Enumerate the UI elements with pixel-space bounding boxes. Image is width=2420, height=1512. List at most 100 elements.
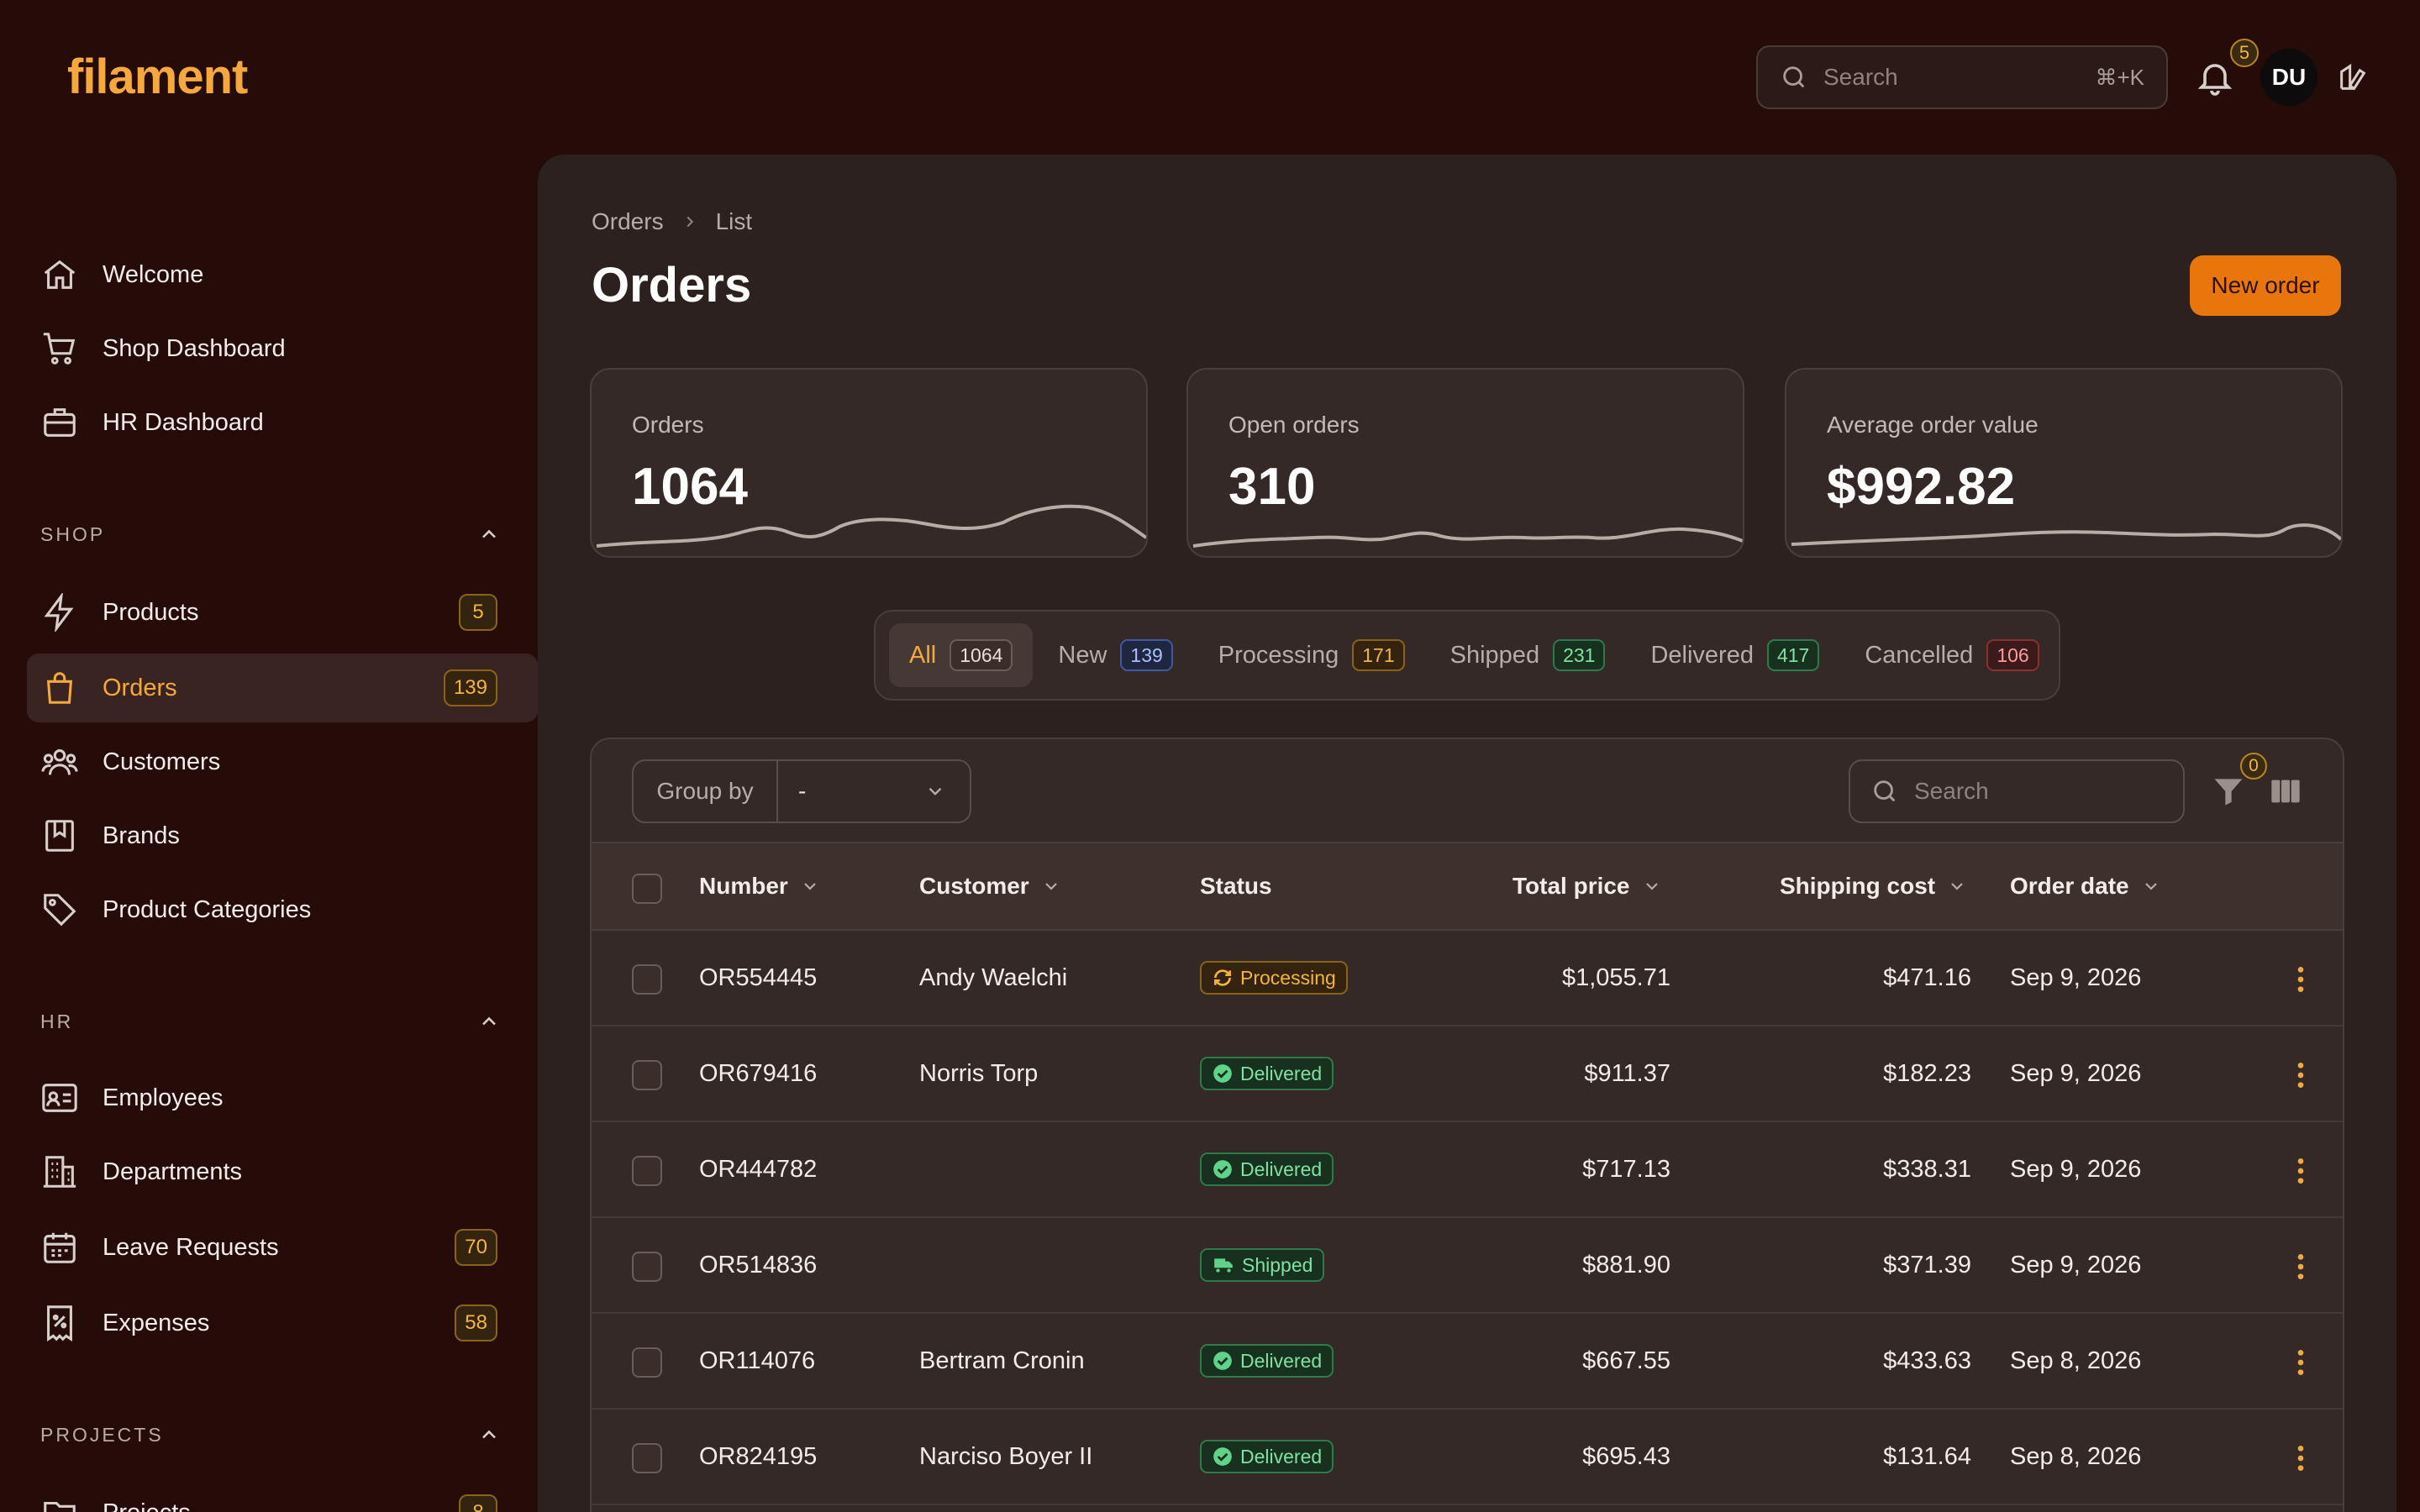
table-row[interactable]: OR824195 Narciso Boyer II Delivered $695… [592,1410,2343,1505]
more-vertical-icon[interactable] [2284,1441,2317,1475]
table-search-input[interactable]: Search [1849,759,2185,823]
more-vertical-icon[interactable] [2284,1346,2317,1379]
order-total-price: $717.13 [1582,1155,1670,1183]
sidebar-item-leave-requests[interactable]: Leave Requests 70 [27,1213,538,1282]
breadcrumb-orders[interactable]: Orders [592,208,664,234]
breadcrumb: Orders List [592,208,752,235]
sidebar-item-product-categories[interactable]: Product Categories [27,875,538,944]
status-badge: Delivered [1200,1152,1334,1186]
column-label: Number [699,873,788,899]
row-checkbox[interactable] [632,1060,662,1090]
new-order-button[interactable]: New order [2190,255,2341,316]
table-header: Number Customer Status Total price Shipp… [592,842,2343,931]
sidebar-item-customers[interactable]: Customers [27,727,538,796]
notifications-badge: 5 [2230,39,2259,67]
tab-delivered[interactable]: Delivered 417 [1630,623,1839,687]
status-badge: Delivered [1200,1344,1334,1378]
check-circle-icon [1213,1352,1232,1370]
tab-cancelled[interactable]: Cancelled 106 [1844,623,2059,687]
order-date: Sep 9, 2026 [2010,1059,2142,1087]
row-checkbox[interactable] [632,964,662,995]
tab-new[interactable]: New 139 [1038,623,1192,687]
order-number: OR554445 [699,963,818,991]
sidebar-section-projects[interactable]: PROJECTS [40,1423,501,1446]
column-header-total-price[interactable]: Total price [1512,843,1662,929]
sparkline-average-order-value [1791,523,2341,546]
sidebar-item-products[interactable]: Products 5 [27,578,538,647]
tab-processing[interactable]: Processing 171 [1198,623,1425,687]
global-search[interactable]: Search ⌘+K [1756,45,2168,109]
table-row[interactable]: OR679416 Norris Torp Delivered $911.37 $… [592,1026,2343,1122]
chevron-down-icon [2144,883,2157,890]
table-row[interactable]: OR554445 Andy Waelchi Processing $1,055.… [592,931,2343,1026]
building-icon [43,1156,76,1188]
user-avatar[interactable]: DU [2260,49,2317,106]
row-checkbox[interactable] [632,1347,662,1378]
sidebar-item-shop-dashboard[interactable]: Shop Dashboard [27,314,538,383]
select-all-checkbox[interactable] [632,874,662,904]
bell-icon[interactable] [2195,57,2235,97]
chevron-down-icon [804,883,816,890]
chevron-up-icon[interactable] [477,1010,501,1033]
table-toolbar: Group by - Search 0 [592,739,2343,842]
group-by-select[interactable]: Group by - [632,759,971,823]
tab-all[interactable]: All 1064 [889,623,1034,687]
more-vertical-icon[interactable] [2284,1250,2317,1284]
sidebar-item-departments[interactable]: Departments [27,1137,538,1206]
sidebar-item-brands[interactable]: Brands [27,801,538,870]
sidebar-item-welcome[interactable]: Welcome [27,240,538,309]
app-logo[interactable]: filament [67,50,248,104]
sidebar-item-orders[interactable]: Orders 139 [27,654,538,722]
order-number: OR514836 [699,1251,818,1278]
table-row[interactable]: OR114076 Bertram Cronin Delivered $667.5… [592,1314,2343,1410]
columns-icon[interactable] [2269,774,2302,808]
tab-count: 231 [1553,639,1606,671]
check-circle-icon [1213,1447,1232,1466]
chevron-up-icon[interactable] [477,1423,501,1446]
status-tabs: All 1064 New 139 Processing 171 Shipped … [874,610,2060,701]
filter-icon[interactable] [2210,773,2247,810]
stat-value: 310 [1228,458,1316,516]
bolt-icon [44,593,74,632]
column-header-shipping-cost[interactable]: Shipping cost [1780,843,1967,929]
cart-icon [43,333,76,365]
sidebar-item-expenses[interactable]: Expenses 58 [27,1289,538,1357]
sparkline-orders [596,504,1146,548]
order-customer: Andy Waelchi [919,963,1068,991]
sidebar-section-hr[interactable]: HR [40,1010,501,1033]
chevron-up-icon[interactable] [477,522,501,546]
order-status: Delivered [1200,1410,1334,1504]
sidebar-item-employees[interactable]: Employees [27,1063,538,1132]
column-label: Order date [2010,873,2129,899]
order-total-price: $667.55 [1582,1347,1670,1374]
sidebar-item-hr-dashboard[interactable]: HR Dashboard [27,388,538,457]
table-row[interactable]: OR514836 Shipped $881.90 $371.39 Sep 9, … [592,1218,2343,1314]
row-checkbox[interactable] [632,1252,662,1282]
more-vertical-icon[interactable] [2284,1154,2317,1188]
sidebar-section-shop[interactable]: SHOP [40,522,501,546]
order-number: OR444782 [699,1155,818,1183]
breadcrumb-list: List [715,208,753,234]
tab-shipped[interactable]: Shipped 231 [1430,623,1626,687]
sidebar-item-label: Orders [103,674,177,701]
briefcase-icon [44,408,76,437]
table-row[interactable]: OR444782 Delivered $717.13 $338.31 Sep 9… [592,1122,2343,1218]
row-checkbox[interactable] [632,1156,662,1186]
order-number: OR114076 [699,1347,816,1374]
calendar-icon [44,1232,76,1263]
sidebar-item-projects[interactable]: Projects 8 [27,1478,538,1512]
check-circle-icon [1213,1064,1232,1083]
theme-switch-icon[interactable] [2336,60,2370,94]
column-header-number[interactable]: Number [699,843,820,929]
users-icon [41,749,78,775]
check-circle-icon [1213,1160,1232,1179]
more-vertical-icon[interactable] [2284,963,2317,996]
column-label: Customer [919,873,1029,899]
tab-count: 139 [1120,639,1173,671]
row-checkbox[interactable] [632,1443,662,1473]
tab-count: 417 [1766,639,1820,671]
column-header-order-date[interactable]: Order date [2010,843,2161,929]
order-customer: Narciso Boyer II [919,1442,1093,1470]
more-vertical-icon[interactable] [2284,1058,2317,1092]
column-header-customer[interactable]: Customer [919,843,1061,929]
